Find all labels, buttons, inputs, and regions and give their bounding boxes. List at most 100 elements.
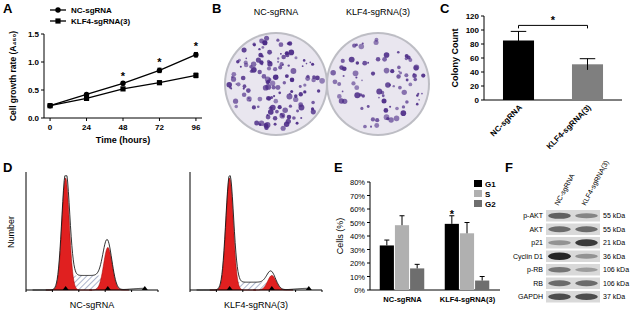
axis	[26, 290, 158, 291]
panel-e: 0%10%20%30%40%50%60%70%80%Cells (%)NC-sg…	[335, 178, 500, 304]
colony	[273, 74, 279, 80]
colony	[414, 65, 420, 71]
legend-label: G1	[485, 180, 496, 189]
colony	[342, 91, 344, 93]
protein-label: p-RB	[527, 266, 543, 274]
colony	[278, 65, 282, 69]
colony	[311, 78, 316, 83]
tick	[50, 118, 51, 121]
colony	[393, 85, 395, 87]
colony	[258, 53, 262, 57]
colony	[390, 69, 394, 73]
colony	[306, 75, 309, 78]
colony	[243, 84, 247, 88]
g2-peak	[253, 275, 293, 290]
axis	[190, 172, 191, 290]
band	[548, 267, 571, 273]
axis	[190, 290, 322, 291]
colony	[233, 99, 238, 104]
plate	[328, 34, 428, 134]
colony	[281, 126, 286, 131]
protein-label: p-AKT	[523, 212, 544, 220]
colony	[292, 116, 296, 120]
tick	[242, 290, 243, 292]
colony	[352, 44, 356, 48]
colony	[285, 74, 289, 78]
band	[575, 280, 598, 286]
colony	[267, 50, 272, 55]
colony	[264, 36, 269, 41]
colony	[359, 44, 365, 50]
band	[575, 239, 598, 246]
label: 0%	[354, 286, 365, 295]
bracket	[518, 25, 519, 28]
label: 40	[470, 68, 479, 77]
colony	[355, 77, 357, 79]
colony	[270, 81, 275, 86]
colony	[289, 105, 292, 108]
colony	[413, 78, 417, 82]
sample-label: NC-sgRNA	[70, 300, 115, 310]
colony	[244, 63, 249, 68]
colony	[382, 99, 387, 104]
bar	[380, 245, 394, 290]
colony	[234, 105, 237, 108]
plot-area	[380, 216, 490, 290]
colony	[309, 61, 311, 63]
size-label: 36 kDa	[603, 253, 625, 260]
marker-triangle	[227, 286, 233, 290]
colony	[272, 85, 276, 89]
colony	[363, 125, 367, 129]
label: 20	[470, 82, 479, 91]
colony	[246, 88, 251, 93]
point	[157, 80, 162, 85]
tick	[481, 58, 484, 59]
colony	[389, 106, 391, 108]
colony	[258, 48, 260, 50]
colony	[278, 105, 282, 109]
point	[84, 96, 89, 101]
colony	[384, 108, 389, 113]
colony	[277, 61, 279, 63]
colony	[418, 99, 420, 101]
panel-b: NC-sgRNAKLF4-sgRNA(3)	[224, 7, 430, 136]
tick	[367, 263, 370, 264]
tick	[481, 72, 484, 73]
error-bar	[482, 277, 483, 281]
colonies	[226, 36, 324, 131]
label: 20%	[350, 259, 365, 268]
colony	[398, 86, 402, 90]
histogram-outline	[33, 176, 145, 290]
protein-label: RB	[533, 280, 543, 287]
figure: ABCDEF0.00.51.01.5024487296Time (hours)C…	[0, 0, 640, 320]
bar	[410, 268, 424, 290]
colony	[311, 63, 314, 66]
band	[548, 293, 571, 300]
colony	[236, 60, 239, 63]
colony	[283, 81, 286, 84]
tick	[367, 276, 370, 277]
colony	[261, 63, 263, 65]
colony	[408, 83, 412, 87]
colony	[252, 43, 255, 46]
label: 100	[466, 26, 480, 35]
tick	[123, 118, 124, 121]
colony	[319, 78, 325, 84]
colonies	[330, 38, 425, 128]
colony	[401, 110, 407, 116]
colony	[384, 68, 390, 74]
tick	[269, 290, 270, 292]
panel-label: E	[334, 160, 343, 175]
histogram-outline	[197, 176, 309, 290]
colony	[381, 91, 385, 95]
label: 0.0	[28, 114, 40, 123]
colony	[342, 99, 347, 104]
colony	[317, 89, 320, 92]
colony	[353, 70, 359, 76]
lane-label: KLF4-sgRNA(3)	[580, 159, 610, 207]
annotation: *	[194, 40, 199, 52]
colony	[382, 94, 385, 97]
colony	[226, 82, 232, 88]
colony	[249, 100, 251, 102]
colony	[246, 96, 251, 101]
